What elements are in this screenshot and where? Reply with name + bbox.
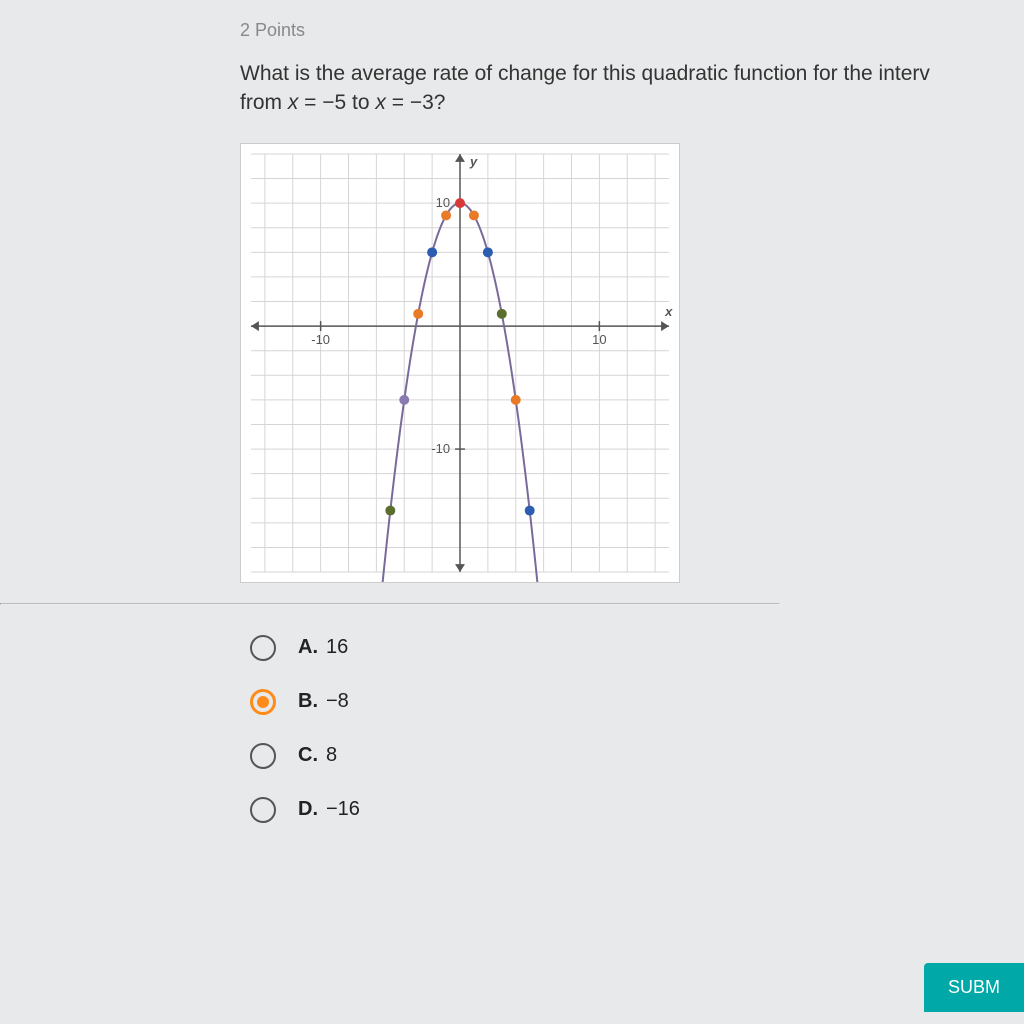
answer-options: A.16 B.−8 C.8 D.−16 [240,635,1024,823]
svg-text:-10: -10 [311,332,330,347]
submit-button[interactable]: SUBM [924,963,1024,1012]
option-a[interactable]: A.16 [250,635,1024,661]
divider [0,603,780,605]
svg-text:x: x [664,304,673,319]
chart-svg: -10 10 10 -10 x y [241,144,679,582]
question-content: 2 Points What is the average rate of cha… [0,0,1024,823]
question-text: What is the average rate of change for t… [240,59,1024,118]
svg-text:y: y [469,154,478,169]
option-b[interactable]: B.−8 [250,689,1024,715]
svg-text:-10: -10 [431,441,450,456]
option-d[interactable]: D.−16 [250,797,1024,823]
radio-a[interactable] [250,635,276,661]
option-b-label: B.−8 [298,690,349,713]
option-d-label: D.−16 [298,798,360,821]
question-line-1: What is the average rate of change for t… [240,62,930,85]
option-a-label: A.16 [298,636,348,659]
points-label: 2 Points [240,20,1024,41]
question-line-2: from x = −5 to x = −3? [240,91,445,114]
option-c[interactable]: C.8 [250,743,1024,769]
radio-c[interactable] [250,743,276,769]
radio-d[interactable] [250,797,276,823]
quadratic-graph: -10 10 10 -10 x y [240,143,680,583]
svg-text:10: 10 [436,195,450,210]
option-c-label: C.8 [298,744,337,767]
radio-b[interactable] [250,689,276,715]
svg-text:10: 10 [592,332,606,347]
